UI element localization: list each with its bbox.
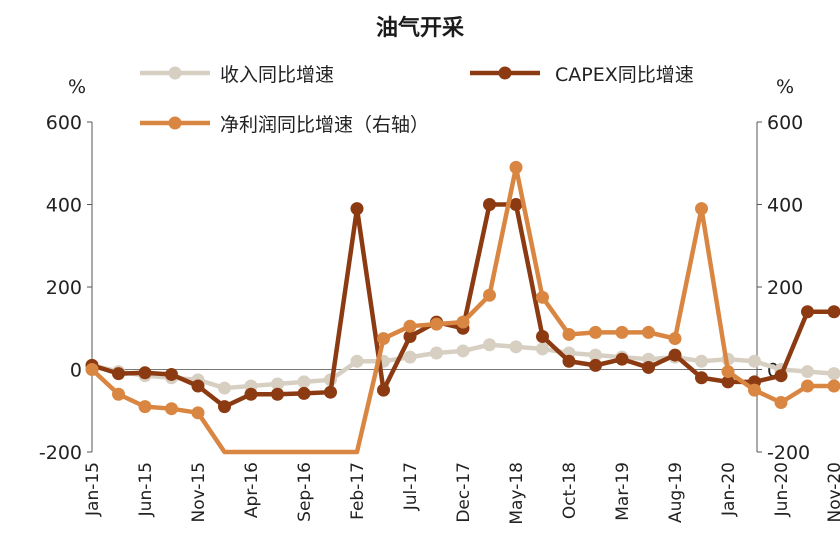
data-point [85, 363, 99, 376]
data-point [112, 387, 125, 401]
data-point [191, 406, 205, 420]
x-tick-label: Jul-17 [401, 462, 421, 511]
data-point [589, 325, 602, 339]
data-point [483, 198, 496, 211]
x-tick-label: Feb-17 [348, 462, 368, 520]
legend-label-net-profit: 净利润同比增速（右轴） [220, 114, 430, 136]
data-point [801, 379, 814, 393]
data-point [430, 317, 443, 331]
data-point [483, 288, 496, 302]
data-point [138, 400, 152, 414]
left-tick-label: -200 [39, 442, 82, 464]
data-point [695, 354, 708, 368]
legend-label-capex: CAPEX同比增速 [555, 64, 694, 86]
data-point [695, 202, 708, 216]
legend [140, 66, 540, 130]
data-point [801, 365, 814, 379]
data-point [774, 396, 788, 409]
x-tick-label: Nov-20 [825, 462, 840, 523]
x-tick-label: Jun-20 [772, 462, 792, 517]
data-point [218, 400, 231, 414]
data-point [668, 348, 682, 362]
data-point [615, 325, 629, 339]
data-point [642, 325, 655, 339]
data-point [403, 330, 417, 343]
right-tick-label: 400 [767, 195, 803, 217]
data-point [668, 332, 682, 346]
x-tick-label: May-18 [507, 462, 527, 525]
right-axis-unit: % [776, 76, 795, 98]
data-point [536, 290, 549, 304]
right-tick-label: 600 [767, 112, 803, 134]
data-point [297, 386, 311, 400]
x-tick-label: Dec-17 [454, 462, 474, 523]
data-point [509, 160, 523, 174]
data-point [271, 387, 284, 401]
data-point [191, 379, 205, 393]
data-point [138, 366, 152, 380]
data-point [165, 402, 178, 416]
data-point [271, 377, 284, 391]
data-point [562, 354, 576, 368]
left-axis-unit: % [68, 76, 87, 98]
legend-swatch-marker-0 [168, 66, 182, 80]
x-tick-label: Sep-16 [295, 462, 315, 522]
data-point [721, 375, 735, 389]
x-tick-label: Mar-19 [613, 462, 633, 521]
right-tick-label: -200 [767, 442, 810, 464]
data-point [165, 367, 178, 381]
data-point [377, 332, 390, 346]
data-point [430, 346, 443, 360]
x-tick-label: Jan-15 [83, 462, 103, 517]
data-point [748, 354, 761, 368]
left-tick-label: 400 [46, 195, 82, 217]
left-tick-label: 200 [46, 277, 82, 299]
chart-title: 油气开采 [375, 16, 464, 41]
data-point [827, 367, 840, 381]
x-tick-label: Jan-20 [719, 462, 739, 517]
data-point [324, 385, 337, 399]
data-point [774, 369, 788, 383]
data-point [589, 348, 602, 362]
data-point [536, 342, 549, 356]
data-point [403, 350, 417, 364]
data-point [536, 330, 549, 343]
data-point [721, 365, 735, 379]
data-point [509, 198, 523, 211]
data-point [218, 381, 231, 395]
left-tick-label: 600 [46, 112, 82, 134]
data-point [589, 358, 602, 372]
x-tick-label: Nov-15 [189, 462, 209, 523]
data-point [695, 371, 708, 385]
data-point [456, 344, 470, 358]
data-point [350, 202, 364, 216]
data-point [827, 379, 840, 393]
right-tick-label: 200 [767, 277, 803, 299]
legend-label-revenue: 收入同比增速 [220, 64, 335, 86]
data-point [350, 354, 364, 368]
data-point [562, 327, 576, 341]
data-point [509, 340, 523, 354]
left-tick-label: 0 [70, 360, 82, 382]
data-point [483, 338, 496, 352]
data-point [244, 387, 258, 401]
legend-swatch-marker-2 [168, 116, 182, 130]
x-tick-label: Apr-16 [242, 462, 262, 518]
data-point [615, 352, 629, 366]
data-point [827, 305, 840, 319]
data-point [801, 305, 814, 319]
series-group [85, 160, 840, 455]
x-tick-label: Oct-18 [560, 462, 580, 519]
data-point [297, 375, 311, 389]
data-point [377, 383, 390, 397]
data-point [112, 367, 125, 381]
legend-swatch-marker-1 [498, 66, 512, 80]
x-tick-label: Jun-15 [136, 462, 156, 517]
data-point [456, 315, 470, 329]
data-point [403, 319, 417, 333]
x-tick-label: Aug-19 [666, 462, 686, 523]
data-point [642, 360, 655, 374]
data-point [748, 383, 761, 397]
